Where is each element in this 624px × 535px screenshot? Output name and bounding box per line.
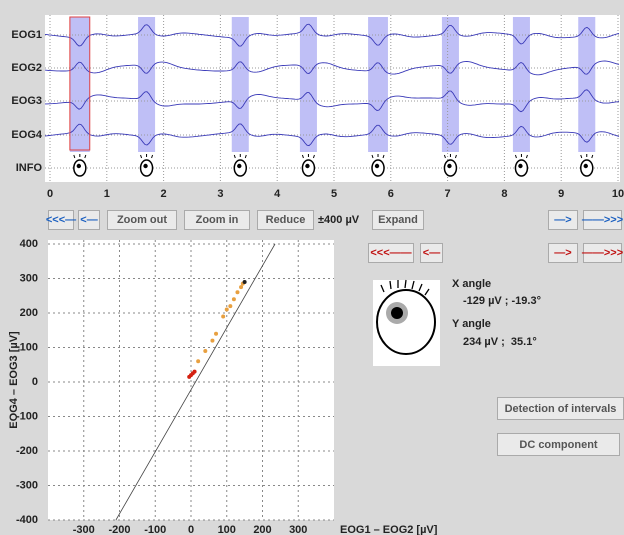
eye-pupil: [143, 164, 147, 168]
detect-button[interactable]: Detection of intervals: [497, 397, 624, 420]
x-tick-label: 6: [388, 188, 394, 200]
eye-pupil: [584, 164, 588, 168]
y-tick-label: -300: [16, 479, 38, 491]
point: [243, 280, 247, 284]
interval: [138, 17, 155, 152]
x-tick-label: 100: [218, 524, 236, 535]
y-angle-value: 234 µV ; 35.1°: [463, 336, 537, 348]
y-tick-label: 0: [32, 376, 38, 388]
nav-button[interactable]: —>: [548, 210, 578, 230]
x-tick-label: 1: [104, 188, 110, 200]
nav-button[interactable]: <—: [78, 210, 100, 230]
x-tick-label: 10: [612, 188, 624, 200]
point: [228, 304, 232, 308]
x-tick-label: 0: [47, 188, 53, 200]
eye-icon: [234, 160, 246, 176]
expand-button[interactable]: Expand: [372, 210, 424, 230]
x-tick-label: 200: [253, 524, 271, 535]
eye-icon: [515, 160, 527, 176]
x-tick-label: 2: [161, 188, 167, 200]
nav-button[interactable]: <<<—: [48, 210, 74, 230]
nav-button[interactable]: ——>>>: [583, 243, 622, 263]
nav-button[interactable]: ——>>>: [583, 210, 622, 230]
eye-icon: [302, 160, 314, 176]
zoom-out-button[interactable]: Zoom out: [107, 210, 177, 230]
point: [187, 375, 191, 379]
interval: [578, 17, 595, 152]
x-tick-label: 5: [331, 188, 337, 200]
nav-button[interactable]: —>: [548, 243, 578, 263]
x-tick-label: 0: [188, 524, 194, 535]
x-tick-label: -300: [73, 524, 95, 535]
eye-pupil: [375, 164, 379, 168]
nav-button[interactable]: <—: [420, 243, 443, 263]
y-tick-label: -400: [16, 514, 38, 526]
point: [235, 290, 239, 294]
y-tick-label: 100: [20, 341, 38, 353]
eye-pupil: [518, 164, 522, 168]
point: [203, 349, 207, 353]
point: [210, 339, 214, 343]
eye-icon: [444, 160, 456, 176]
x-tick-label: 4: [274, 188, 281, 200]
x-tick-label: 300: [289, 524, 307, 535]
x-tick-label: 9: [558, 188, 564, 200]
zoom-in-button[interactable]: Zoom in: [184, 210, 250, 230]
point: [232, 297, 236, 301]
y-tick-label: 200: [20, 307, 38, 319]
x-tick-label: -200: [108, 524, 130, 535]
channel-label: EOG1: [11, 29, 42, 41]
reduce-button[interactable]: Reduce: [257, 210, 314, 230]
eye-icon: [141, 160, 153, 176]
y-tick-label: -200: [16, 445, 38, 457]
channel-label: EOG3: [11, 95, 42, 107]
y-tick-label: -100: [16, 410, 38, 422]
y-tick-label: 300: [20, 272, 38, 284]
eye-pupil: [237, 164, 241, 168]
eye-illustration: [373, 280, 440, 366]
x-tick-label: 3: [217, 188, 223, 200]
app: X angle -129 µV ; -19.3° Y angle 234 µV …: [0, 0, 624, 535]
y-angle-title: Y angle: [452, 318, 491, 330]
x-tick-label: 7: [445, 188, 451, 200]
point: [193, 370, 197, 374]
x-tick-label: -100: [144, 524, 166, 535]
point: [225, 308, 229, 312]
eye-icon: [581, 160, 593, 176]
x-tick-label: 8: [501, 188, 507, 200]
point: [214, 332, 218, 336]
point: [221, 314, 225, 318]
point: [196, 359, 200, 363]
x-angle-value: -129 µV ; -19.3°: [463, 295, 541, 307]
nav-button[interactable]: <<<——: [368, 243, 414, 263]
interval: [232, 17, 249, 152]
eye-pupil: [447, 164, 451, 168]
interval: [300, 17, 317, 152]
channel-label: INFO: [16, 162, 43, 174]
channel-label: EOG2: [11, 62, 42, 74]
range-label: ±400 µV: [318, 214, 359, 226]
dc-button[interactable]: DC component: [497, 433, 620, 456]
eye-pupil: [305, 164, 309, 168]
y-tick-label: 400: [20, 238, 38, 250]
x-axis-label: EOG1 – EOG2 [µV]: [340, 524, 438, 535]
x-angle-title: X angle: [452, 278, 491, 290]
point: [239, 285, 243, 289]
eye-icon: [74, 160, 86, 176]
eye-pupil: [77, 164, 81, 168]
interval: [442, 17, 459, 152]
channel-label: EOG4: [11, 129, 42, 141]
eye-icon: [372, 160, 384, 176]
